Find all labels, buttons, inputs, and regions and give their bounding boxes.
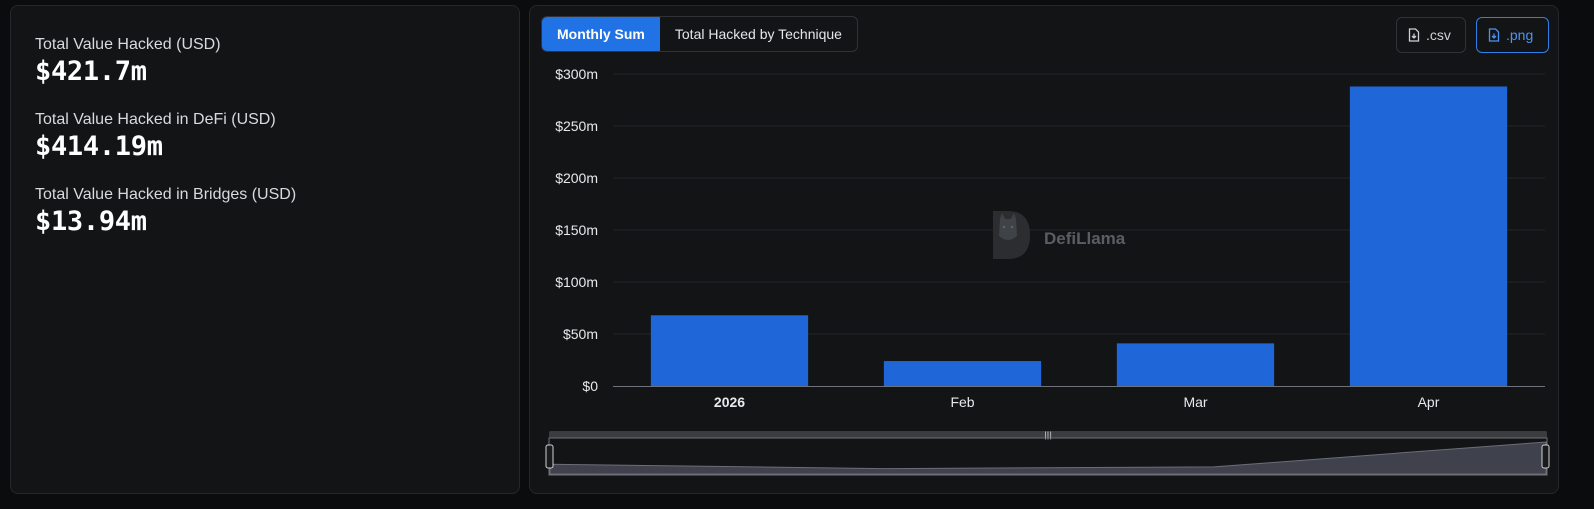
slider-handle-right[interactable] — [1541, 444, 1550, 469]
png-label: .png — [1506, 27, 1534, 43]
slider-track-top[interactable] — [549, 431, 1547, 438]
slider-handle-left[interactable] — [545, 444, 554, 469]
download-png-button[interactable]: .png — [1476, 17, 1549, 53]
llama-logo-icon — [993, 211, 1030, 259]
x-tick-label: 2026 — [714, 394, 745, 410]
x-tick-label: Apr — [1418, 394, 1440, 410]
csv-label: .csv — [1426, 27, 1451, 43]
tab-monthly-sum[interactable]: Monthly Sum — [542, 17, 660, 51]
stat-label: Total Value Hacked (USD) — [35, 36, 221, 53]
slider-grip-icon[interactable]: ||| — [1044, 431, 1052, 440]
bar-chart: DefiLlama $0 $50m $100m $150m $200m $250m $300… — [545, 66, 1550, 476]
stat-defi-hacked: Total Value Hacked in DeFi (USD) $414.19… — [35, 110, 495, 164]
stats-panel: Total Value Hacked (USD) $421.7m Total V… — [10, 5, 520, 494]
watermark-text: DefiLlama — [1044, 229, 1126, 248]
stat-value: $13.94m — [35, 206, 147, 237]
file-download-icon — [1488, 28, 1500, 42]
stat-label: Total Value Hacked in Bridges (USD) — [35, 186, 297, 203]
y-tick-label: $50m — [563, 326, 598, 342]
slider-overview-area — [549, 441, 1547, 475]
chart-panel: Monthly Sum Total Hacked by Technique .c… — [529, 5, 1559, 494]
y-tick-label: $150m — [555, 222, 598, 238]
y-tick-label: $100m — [555, 274, 598, 290]
stat-bridges-hacked: Total Value Hacked in Bridges (USD) $13.… — [35, 185, 495, 239]
download-csv-button[interactable]: .csv — [1396, 17, 1466, 53]
y-tick-label: $0 — [582, 378, 598, 394]
bar[interactable] — [1349, 86, 1508, 386]
y-tick-label: $200m — [555, 170, 598, 186]
stat-value: $421.7m — [35, 56, 147, 87]
y-tick-label: $300m — [555, 66, 598, 82]
stat-total-hacked: Total Value Hacked (USD) $421.7m — [35, 35, 495, 89]
tab-hacked-by-technique[interactable]: Total Hacked by Technique — [674, 26, 842, 42]
y-tick-label: $250m — [555, 118, 598, 134]
bar[interactable] — [883, 361, 1042, 386]
x-tick-label: Mar — [1183, 394, 1207, 410]
file-download-icon — [1408, 28, 1420, 42]
x-tick-label: Feb — [950, 394, 974, 410]
stat-value: $414.19m — [35, 131, 163, 162]
chart-view-tabs: Monthly Sum Total Hacked by Technique — [541, 16, 858, 52]
bar[interactable] — [650, 315, 809, 386]
watermark: DefiLlama — [993, 211, 1126, 259]
stat-label: Total Value Hacked in DeFi (USD) — [35, 111, 276, 128]
bar[interactable] — [1116, 343, 1275, 386]
data-zoom-slider[interactable]: ||| — [545, 431, 1550, 476]
